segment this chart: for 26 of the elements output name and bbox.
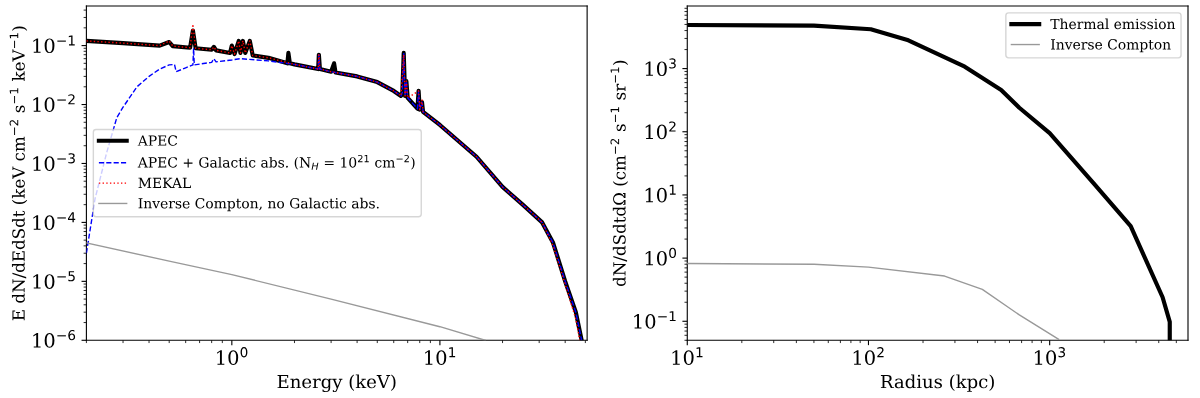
y-tick-label: 10$^{−2}$ <box>33 94 75 113</box>
legend-label: APEC + Galactic abs. (N$_{H}$ = 10$^{21}$ cm$^{−2}$) <box>137 154 415 170</box>
legend-label: Inverse Compton, no Galactic abs. <box>138 197 379 212</box>
legend-label: MEKAL <box>138 177 191 188</box>
y-tick-label: 10$^{2}$ <box>645 121 676 140</box>
y-tick-label: 10$^{0}$ <box>645 247 677 266</box>
y-tick-label: 10$^{3}$ <box>645 58 676 77</box>
x-tick-label: 10$^{1}$ <box>672 347 703 365</box>
y-tick-label: 10$^{−3}$ <box>33 153 75 171</box>
y-tick-label: 10$^{−4}$ <box>33 212 76 230</box>
x-tick-label: 10$^{3}$ <box>1034 347 1066 365</box>
y-axis-title: E dN/dEdSdt (keV cm$^{−2}$ s$^{−1}$ keV$^{−1}$) <box>9 26 28 321</box>
x-tick-label: 10$^{1}$ <box>425 347 456 365</box>
legend-label: APEC <box>137 135 178 146</box>
x-tick-label: 10$^{0}$ <box>217 347 248 365</box>
x-axis-title: Radius (kpc) <box>880 374 994 392</box>
y-tick-label: 10$^{−6}$ <box>33 329 76 348</box>
y-tick-label: 10$^{1}$ <box>645 184 676 203</box>
y-tick-label: 10$^{−1}$ <box>634 311 676 329</box>
y-tick-label: 10$^{−5}$ <box>33 271 75 289</box>
y-tick-label: 10$^{−1}$ <box>33 35 75 54</box>
y-axis-title: dN/dSdtdΩ (cm$^{−2}$ s$^{−1}$ sr$^{−1}$) <box>610 60 629 287</box>
x-tick-label: 10$^{2}$ <box>853 347 884 365</box>
legend-label: Inverse Compton <box>1051 39 1171 53</box>
x-axis-title: Energy (keV) <box>277 374 396 393</box>
legend-label: Thermal emission <box>1050 18 1176 30</box>
